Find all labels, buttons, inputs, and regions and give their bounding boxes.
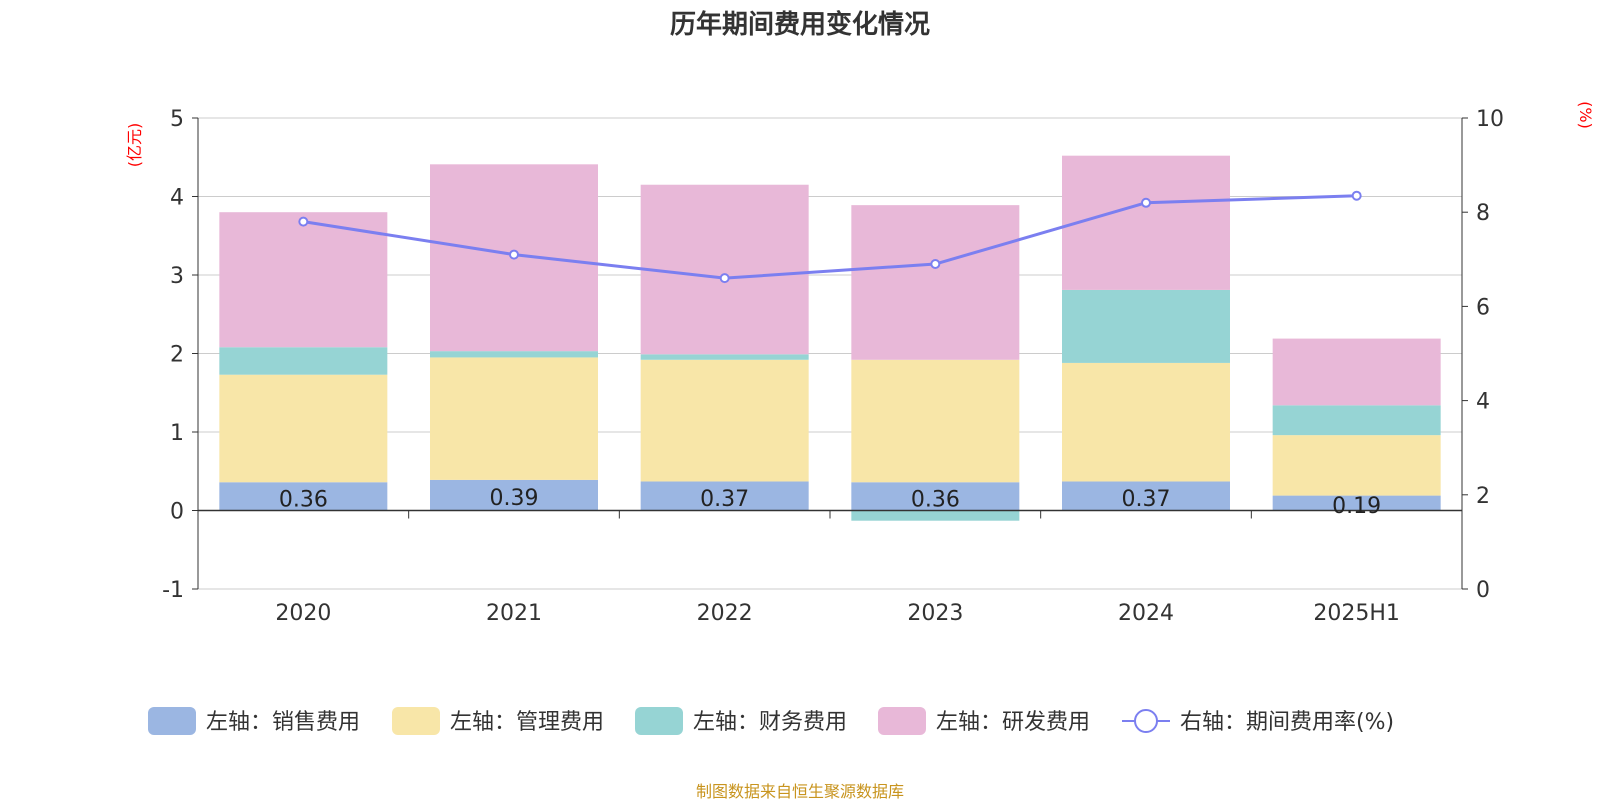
bar-segment (851, 510, 1020, 521)
rate-line-point (1141, 197, 1151, 208)
legend: 左轴：销售费用 左轴：管理费用 左轴：财务费用 左轴：研发费用 右轴：期间费用率(%) (148, 707, 1394, 735)
bar-segment (640, 359, 809, 482)
left-axis-tick-label: 4 (170, 186, 184, 211)
left-axis-unit-label: (亿元) (125, 123, 144, 168)
bar-segment (1272, 405, 1441, 436)
left-axis-tick-label: 5 (170, 107, 184, 132)
right-axis-tick-label: 6 (1476, 295, 1490, 320)
legend-swatch (635, 707, 683, 735)
x-axis-tick-label: 2025H1 (1313, 601, 1400, 626)
x-axis-tick-label: 2024 (1118, 601, 1174, 626)
left-axis-tick-label: 0 (170, 500, 184, 525)
right-axis-tick-label: 4 (1476, 390, 1490, 415)
x-axis-tick-label: 2022 (697, 601, 753, 626)
rate-line-point (1351, 190, 1362, 201)
left-axis-tick-label: 2 (170, 343, 184, 368)
left-axis-tick-label: -1 (162, 578, 184, 603)
right-axis-unit-label: (%) (1576, 101, 1595, 129)
data-label: 0.39 (490, 486, 539, 511)
chart-title: 历年期间费用变化情况 (670, 9, 930, 40)
rate-line-point (509, 249, 519, 260)
bar-segment (1062, 481, 1230, 511)
data-label: 0.36 (279, 487, 328, 512)
source-footer: 制图数据来自恒生聚源数据库 (695, 782, 904, 801)
x-axis-tick-label: 2020 (275, 601, 331, 626)
bar-segment (1272, 435, 1441, 496)
bar-segment (219, 374, 388, 483)
bar-segment (851, 482, 1020, 511)
rate-line-point (298, 216, 309, 227)
rate-line-point (719, 273, 730, 284)
legend-marker (1134, 709, 1158, 733)
bar-segment (640, 354, 809, 360)
bar-segment (640, 184, 809, 355)
bar-segment (851, 205, 1020, 360)
legend-swatch (878, 707, 926, 735)
right-axis-tick-label: 8 (1476, 201, 1490, 226)
legend-swatch (148, 707, 196, 735)
rate-line (298, 190, 1362, 284)
rate-line-path (303, 194, 1357, 280)
bar-segment (219, 212, 388, 348)
bar-segment (430, 351, 598, 358)
bar-segment (1062, 289, 1230, 363)
right-axis-tick-label: 2 (1476, 484, 1490, 509)
bar-segment (1272, 338, 1441, 406)
data-label: 0.36 (911, 487, 960, 512)
right-axis-tick-label: 10 (1476, 107, 1504, 132)
right-axis-tick-label: 0 (1476, 578, 1490, 603)
data-labels: 0.36 0.39 0.37 0.36 0.37 0.19 (279, 486, 1381, 519)
bar-segment (219, 482, 388, 511)
bar-segment (1062, 155, 1230, 290)
legend-label: 左轴：财务费用 (693, 710, 847, 735)
bar-segment (430, 357, 598, 480)
legend-label: 左轴：管理费用 (450, 710, 604, 735)
bar-segment (851, 359, 1020, 483)
data-label: 0.19 (1332, 494, 1381, 519)
left-axis-tick-label: 1 (170, 421, 184, 446)
data-label: 0.37 (1122, 487, 1171, 512)
data-label: 0.37 (700, 487, 749, 512)
legend-swatch (392, 707, 440, 735)
legend-label: 右轴：期间费用率(%) (1180, 710, 1394, 735)
bar-segment (430, 479, 598, 511)
bar-segment (1272, 495, 1441, 511)
bar-segment (219, 347, 388, 375)
bars (219, 155, 1441, 521)
x-axis-tick-label: 2021 (486, 601, 542, 626)
left-axis-tick-label: 3 (170, 264, 184, 289)
bar-segment (1062, 362, 1230, 482)
legend-label: 左轴：销售费用 (206, 710, 360, 735)
x-axis-tick-label: 2023 (907, 601, 963, 626)
legend-label: 左轴：研发费用 (936, 710, 1090, 735)
bar-segment (640, 481, 809, 511)
rate-line-point (930, 259, 941, 270)
